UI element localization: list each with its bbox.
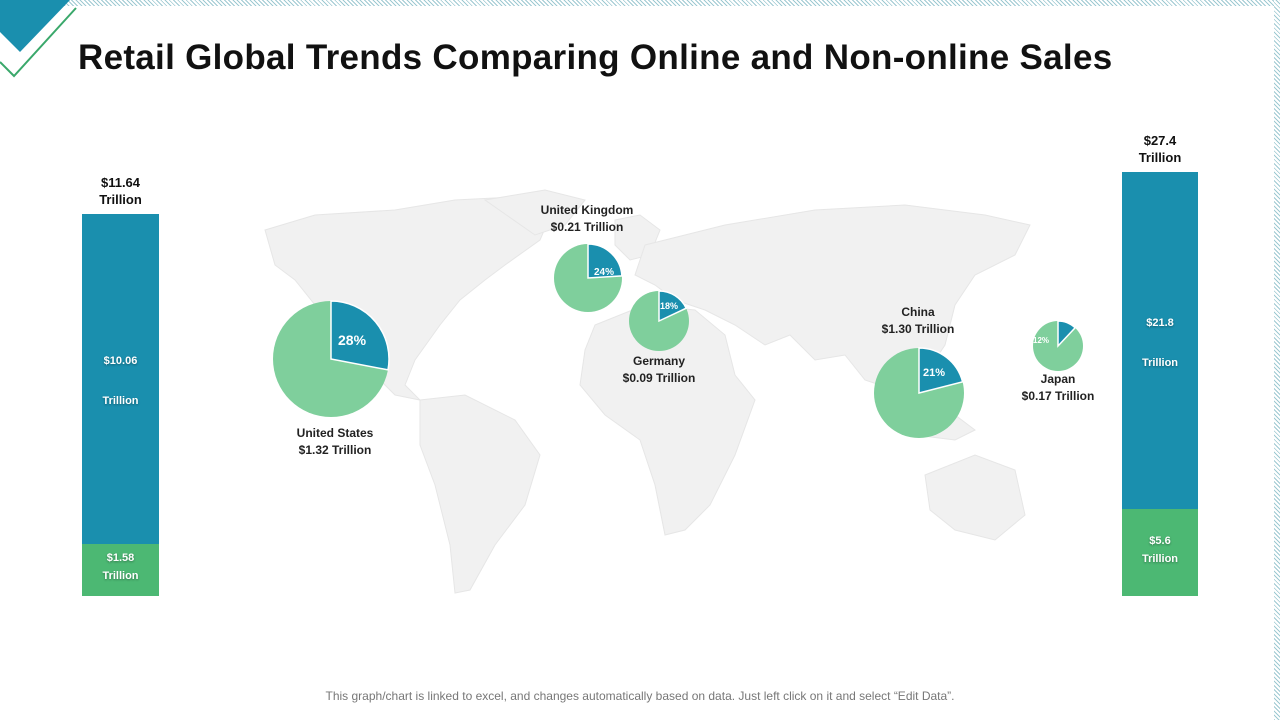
label-germany: Germany $0.09 Trillion [594,353,724,387]
label-japan: Japan $0.17 Trillion [993,371,1123,405]
de-name: Germany [632,354,686,368]
pie-us-percent: 28% [338,332,367,348]
jp-value: $0.17 Trillion [1021,389,1095,403]
right-border-pattern [1274,0,1280,720]
right-stacked-bar: $27.4 Trillion $21.8 Trillion $5.6 Trill… [1122,130,1198,596]
left-bar-nononline-segment: $1.58 Trillion [82,544,159,596]
cn-value: $1.30 Trillion [881,322,955,336]
left-stacked-bar: $11.64 Trillion $10.06 Trillion $1.58 Tr… [82,172,159,596]
pie-cn-online-slice [918,347,964,394]
left-bar-total-value: $11.64 [100,175,141,190]
pie-china [874,347,964,438]
pie-jp-percent: 12% [1033,336,1050,345]
right-bar-nononline-unit: Trillion [1141,552,1179,565]
left-bar-nononline-value: $1.58 [106,552,135,564]
pie-uk-online-slice [587,243,623,279]
pie-uk-percent: 24% [594,267,615,278]
left-bar-online-segment: $10.06 Trillion [82,214,159,544]
pie-germany [629,290,689,351]
pie-united-kingdom [554,243,623,312]
label-china: China $1.30 Trillion [853,304,983,338]
footer-note: This graph/chart is linked to excel, and… [325,689,955,703]
uk-value: $0.21 Trillion [550,220,624,234]
pie-united-states [273,300,390,417]
right-bar-nononline-segment: $5.6 Trillion [1122,509,1198,596]
pie-de-percent: 18% [660,301,679,311]
cn-name: China [901,305,935,319]
left-bar-online-value: $10.06 [103,355,138,367]
jp-name: Japan [1040,372,1076,386]
pie-de-online-slice [658,290,688,323]
right-bar-total-unit: Trillion [1138,150,1182,165]
pie-jp-online-slice [1057,320,1077,348]
world-map [264,189,1031,594]
left-bar-online-unit: Trillion [102,395,139,407]
pie-us-online-slice [330,300,390,371]
top-border-pattern [60,0,1280,6]
label-united-kingdom: United Kingdom $0.21 Trillion [522,202,652,236]
left-bar-nononline-unit: Trillion [102,570,139,582]
right-bar-online-segment: $21.8 Trillion [1122,172,1198,509]
pie-cn-percent: 21% [923,367,946,379]
right-bar-total-value: $27.4 [1143,133,1177,148]
corner-chevron-logo [0,0,77,78]
right-bar-online-unit: Trillion [1141,356,1179,369]
page-title: Retail Global Trends Comparing Online an… [78,38,1113,77]
de-value: $0.09 Trillion [622,371,696,385]
us-value: $1.32 Trillion [298,443,372,457]
us-name: United States [296,426,374,440]
uk-name: United Kingdom [540,203,634,217]
label-united-states: United States $1.32 Trillion [270,425,400,459]
right-bar-nononline-value: $5.6 [1149,534,1171,547]
pie-japan [1033,320,1083,371]
right-bar-online-value: $21.8 [1146,316,1174,329]
left-bar-total-unit: Trillion [99,192,142,207]
